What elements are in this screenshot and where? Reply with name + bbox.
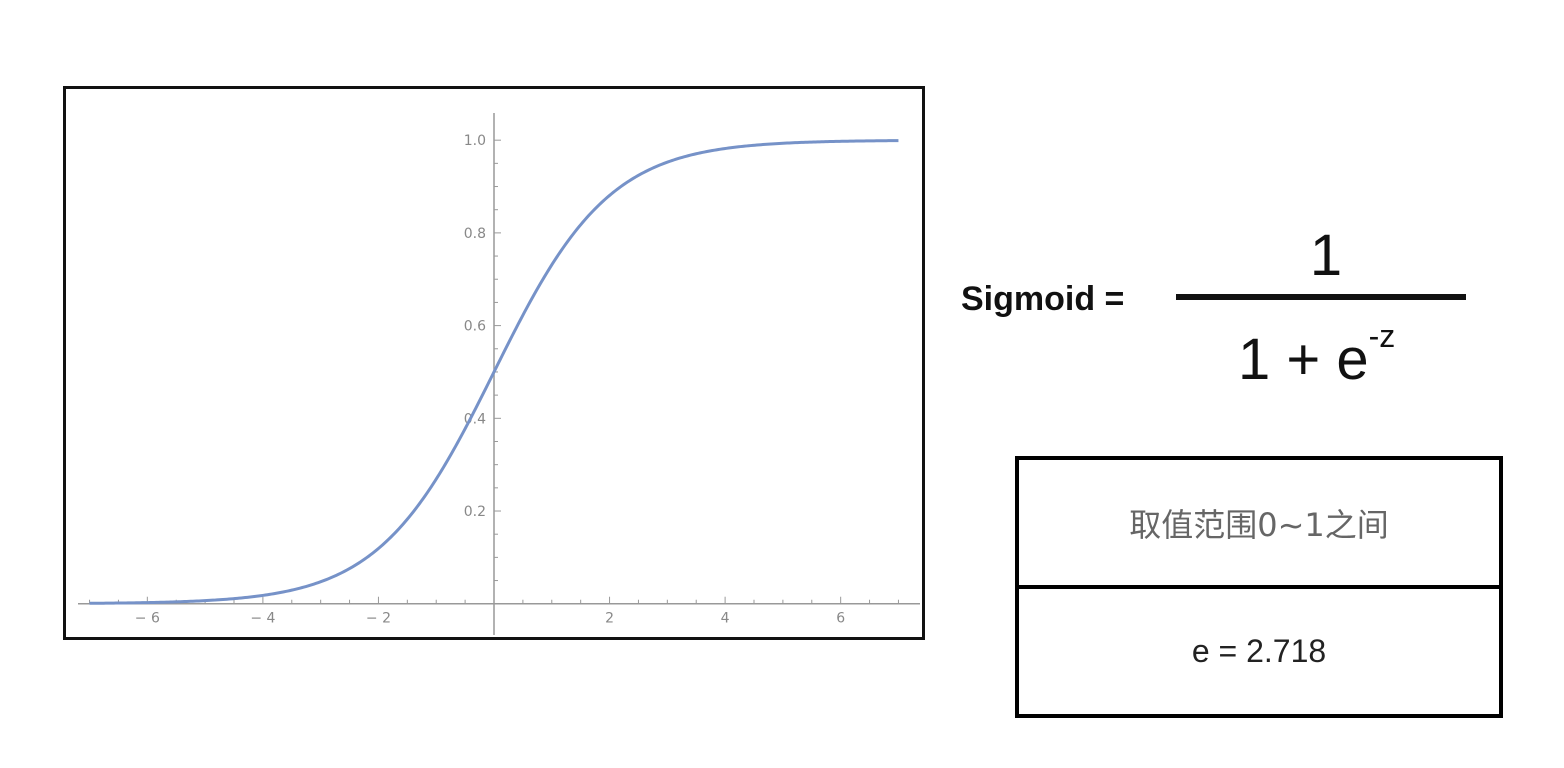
formula-numerator: 1 bbox=[1309, 223, 1343, 288]
e-value-text: e = 2.718 bbox=[1191, 633, 1327, 669]
y-tick-label: 0.2 bbox=[464, 504, 486, 520]
x-tick-label: 4 bbox=[721, 611, 730, 627]
x-tick-label: − 6 bbox=[135, 611, 160, 627]
denominator-base: 1 + e bbox=[1238, 327, 1369, 392]
y-tick-label: 0.8 bbox=[464, 226, 486, 242]
sigmoid-chart: − 6− 4− 2 2 4 6 0.2 0.4 0.6 0.8 1.0 bbox=[63, 86, 925, 640]
fraction-bar bbox=[1176, 294, 1466, 300]
formula-label: Sigmoid = bbox=[961, 280, 1125, 318]
range-info-box: 取值范围0~1之间 bbox=[1015, 456, 1503, 589]
x-tick-label: 6 bbox=[836, 611, 845, 627]
denominator-exponent: -z bbox=[1368, 318, 1396, 354]
y-tick-label: 0.6 bbox=[464, 319, 486, 335]
e-value-box: e = 2.718 bbox=[1015, 585, 1503, 718]
chart-canvas: − 6− 4− 2 2 4 60.20.40.60.81.0 bbox=[78, 113, 920, 635]
formula-denominator: 1 + e-z bbox=[1238, 318, 1395, 393]
range-text: 取值范围0~1之间 bbox=[1129, 505, 1389, 544]
x-tick-label: − 4 bbox=[250, 611, 275, 627]
x-tick-label: − 2 bbox=[366, 611, 391, 627]
sigmoid-curve bbox=[89, 139, 899, 605]
y-tick-label: 1.0 bbox=[464, 133, 486, 149]
x-tick-label: 2 bbox=[605, 611, 614, 627]
